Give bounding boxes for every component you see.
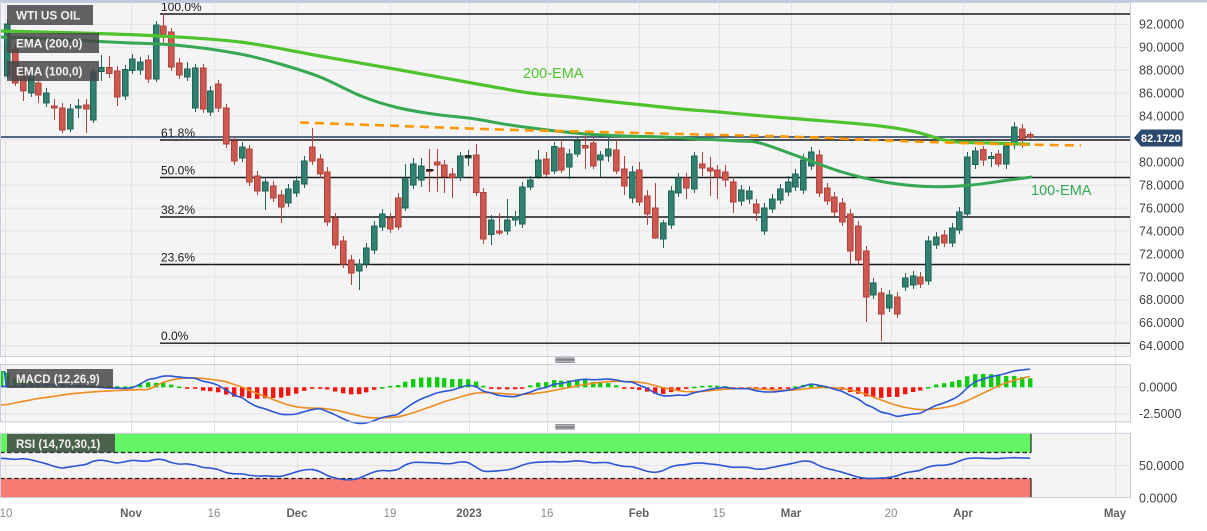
svg-text:100.0%: 100.0%: [161, 0, 202, 14]
svg-text:10: 10: [0, 508, 12, 520]
svg-text:61.8%: 61.8%: [161, 126, 195, 140]
svg-text:2023: 2023: [456, 508, 482, 520]
svg-text:66.0000: 66.0000: [1139, 316, 1184, 330]
svg-text:50.0%: 50.0%: [161, 164, 195, 178]
svg-text:90.0000: 90.0000: [1139, 41, 1184, 55]
svg-text:May: May: [1104, 508, 1127, 520]
svg-text:19: 19: [384, 508, 397, 520]
svg-text:72.0000: 72.0000: [1139, 247, 1184, 261]
svg-text:MACD (12,26,9): MACD (12,26,9): [16, 374, 100, 386]
svg-text:84.0000: 84.0000: [1139, 110, 1184, 124]
svg-text:RSI (14,70,30,1): RSI (14,70,30,1): [16, 439, 101, 451]
svg-text:74.0000: 74.0000: [1139, 224, 1184, 238]
svg-text:Nov: Nov: [120, 508, 142, 520]
svg-text:0.0%: 0.0%: [161, 329, 189, 343]
svg-text:86.0000: 86.0000: [1139, 87, 1184, 101]
svg-text:78.0000: 78.0000: [1139, 178, 1184, 192]
svg-text:68.0000: 68.0000: [1139, 293, 1184, 307]
svg-text:0.0000: 0.0000: [1139, 491, 1177, 505]
svg-text:80.0000: 80.0000: [1139, 156, 1184, 170]
svg-text:EMA (100,0): EMA (100,0): [16, 65, 83, 79]
svg-text:0.0000: 0.0000: [1139, 381, 1177, 395]
svg-text:Apr: Apr: [953, 508, 973, 520]
svg-text:64.0000: 64.0000: [1139, 339, 1184, 353]
svg-text:WTI US OIL: WTI US OIL: [16, 9, 80, 23]
svg-text:EMA (200,0): EMA (200,0): [16, 37, 83, 51]
svg-text:70.0000: 70.0000: [1139, 270, 1184, 284]
svg-text:76.0000: 76.0000: [1139, 201, 1184, 215]
svg-text:88.0000: 88.0000: [1139, 64, 1184, 78]
svg-text:92.0000: 92.0000: [1139, 18, 1184, 32]
svg-text:23.6%: 23.6%: [161, 251, 195, 265]
svg-text:16: 16: [541, 508, 554, 520]
svg-text:Feb: Feb: [629, 508, 649, 520]
svg-text:50.0000: 50.0000: [1139, 459, 1184, 473]
svg-text:100-EMA: 100-EMA: [1031, 183, 1092, 199]
svg-text:82.1720: 82.1720: [1141, 133, 1181, 145]
svg-text:38.2%: 38.2%: [161, 203, 195, 217]
svg-text:20: 20: [885, 508, 898, 520]
svg-text:200-EMA: 200-EMA: [523, 66, 584, 82]
svg-text:Dec: Dec: [286, 508, 308, 520]
svg-text:Mar: Mar: [781, 508, 802, 520]
svg-text:16: 16: [208, 508, 221, 520]
svg-text:-2.5000: -2.5000: [1139, 407, 1181, 421]
svg-text:15: 15: [713, 508, 726, 520]
